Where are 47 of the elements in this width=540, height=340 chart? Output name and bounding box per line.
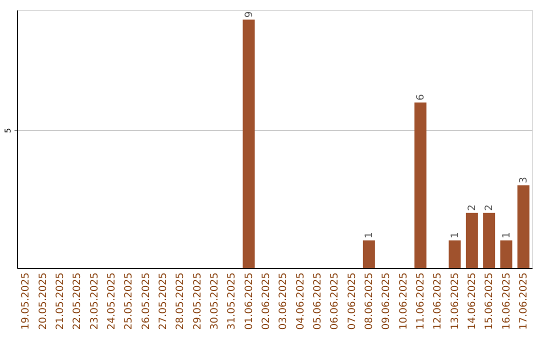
data-label: 1 xyxy=(450,232,461,238)
bar xyxy=(242,20,255,268)
bar xyxy=(466,212,478,268)
x-tick-label: 14.06.2025 xyxy=(466,272,478,330)
x-tick-label: 02.06.2025 xyxy=(260,272,272,330)
x-tick-label: 21.05.2025 xyxy=(54,272,66,330)
x-tick-label: 26.05.2025 xyxy=(140,272,152,330)
x-tick-label: 06.06.2025 xyxy=(330,272,341,330)
x-tick-label: 31.05.2025 xyxy=(226,272,238,330)
data-label: 2 xyxy=(484,204,496,211)
bar xyxy=(483,212,496,268)
x-tick-label: 16.06.2025 xyxy=(501,272,512,330)
bar xyxy=(414,102,426,268)
bar xyxy=(500,240,512,268)
x-tick-label: 30.05.2025 xyxy=(209,272,220,330)
data-label: 6 xyxy=(415,94,426,100)
data-label: 1 xyxy=(501,232,512,238)
bar xyxy=(517,185,530,268)
x-tick-label: 15.06.2025 xyxy=(484,272,496,330)
x-tick-label: 07.06.2025 xyxy=(346,272,358,330)
x-tick-label: 09.06.2025 xyxy=(381,272,392,330)
x-tick-label: 13.06.2025 xyxy=(450,272,461,330)
x-tick-label: 27.05.2025 xyxy=(158,272,169,330)
x-tick-label: 17.06.2025 xyxy=(518,272,530,330)
data-label: 3 xyxy=(518,176,530,184)
x-tick-label: 01.06.2025 xyxy=(244,272,255,330)
x-tick-label: 23.05.2025 xyxy=(89,272,100,330)
bar xyxy=(362,240,375,268)
x-tick-label: 22.05.2025 xyxy=(72,272,84,330)
x-tick-label: 05.06.2025 xyxy=(312,272,324,330)
bar xyxy=(448,240,461,268)
x-tick-label: 12.06.2025 xyxy=(432,272,444,330)
x-tick-label: 29.05.2025 xyxy=(192,272,204,330)
x-tick-label: 04.06.2025 xyxy=(295,272,306,330)
x-tick-label: 28.05.2025 xyxy=(175,272,186,330)
x-tick-label: 03.06.2025 xyxy=(278,272,290,330)
data-label: 9 xyxy=(244,11,255,18)
x-tick-label: 08.06.2025 xyxy=(364,272,375,330)
x-tick-label: 25.05.2025 xyxy=(124,272,135,330)
y-tick-label: 5 xyxy=(4,128,12,134)
x-tick-label: 20.05.2025 xyxy=(38,272,49,330)
data-label: 1 xyxy=(364,232,375,238)
data-label: 2 xyxy=(466,204,478,211)
x-tick-label: 19.05.2025 xyxy=(20,272,32,330)
x-tick-label: 10.06.2025 xyxy=(398,272,410,330)
x-tick-label: 24.05.2025 xyxy=(106,272,118,330)
x-tick-label: 11.06.2025 xyxy=(415,272,426,330)
